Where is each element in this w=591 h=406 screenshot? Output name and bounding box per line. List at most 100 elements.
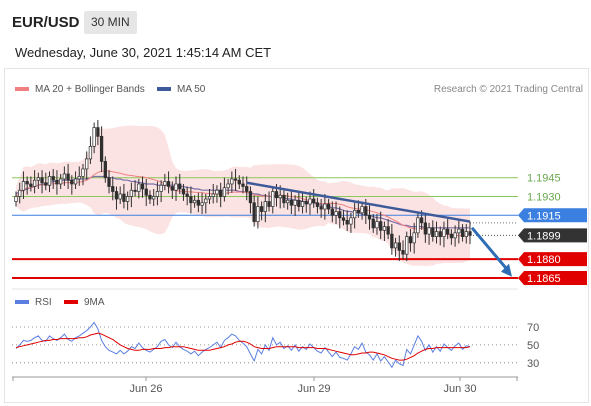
- candle-body: [200, 202, 204, 206]
- candle-body: [36, 177, 40, 181]
- candle-body: [185, 193, 189, 197]
- candle-body: [99, 135, 104, 162]
- candle-body: [312, 198, 316, 204]
- candle-body: [323, 203, 327, 210]
- legend-ma50-label: MA 50: [177, 84, 206, 95]
- rsi-tick-label: 30: [527, 358, 539, 370]
- candle-body: [233, 178, 238, 181]
- candle-body: [464, 231, 468, 237]
- candle-body: [446, 228, 450, 235]
- candle-body: [237, 179, 241, 185]
- candle-body: [457, 228, 461, 234]
- candle-body: [263, 201, 267, 212]
- rsi-tick-label: 70: [527, 322, 539, 334]
- candle-body: [416, 217, 420, 234]
- level-label-1.1899: 1.1899: [518, 228, 587, 243]
- legend-ma50: MA 50: [157, 84, 205, 95]
- candle-body: [289, 199, 294, 206]
- level-label-1.1865: 1.1865: [518, 270, 587, 285]
- legend-ma9-label: 9MA: [84, 297, 105, 308]
- candle-body: [189, 196, 193, 204]
- candle-body: [367, 214, 372, 220]
- chart-datetime: Wednesday, June 30, 2021 1:45:14 AM CET: [15, 45, 272, 60]
- candle-body: [386, 226, 390, 235]
- candle-body: [196, 199, 200, 206]
- candle-body: [245, 186, 249, 192]
- level-label-1.1945: 1.1945: [527, 173, 561, 185]
- candle-body: [341, 217, 346, 221]
- bollinger-band: [16, 125, 470, 267]
- candle-body: [55, 179, 59, 185]
- legend-ma20: MA 20 + Bollinger Bands: [15, 84, 145, 95]
- candle-body: [174, 183, 178, 191]
- candle-body: [405, 236, 409, 255]
- candle-body: [356, 209, 361, 214]
- candle-body: [393, 242, 398, 249]
- x-tick-label: Jun 29: [297, 383, 330, 395]
- candle-body: [118, 193, 122, 200]
- candle-body: [129, 189, 134, 197]
- level-tag-text: 1.1930: [527, 192, 561, 204]
- candle-body: [419, 217, 424, 224]
- candle-body: [338, 211, 342, 219]
- level-tag-bg: [518, 228, 587, 243]
- candle-body: [427, 227, 431, 235]
- candle-body: [371, 218, 375, 229]
- candle-body: [215, 189, 219, 195]
- candle-body: [137, 183, 141, 192]
- ma20-swatch: [15, 87, 29, 92]
- level-tag-bg: [518, 270, 587, 285]
- candle-body: [423, 222, 427, 235]
- candle-body: [148, 194, 152, 200]
- candle-body: [468, 231, 472, 236]
- candles-group: [14, 120, 472, 262]
- candle-body: [326, 203, 331, 210]
- candle-body: [181, 188, 186, 195]
- level-tag-text: 1.1865: [527, 273, 561, 285]
- candle-body: [308, 198, 312, 205]
- candle-body: [300, 201, 305, 207]
- candle-body: [70, 179, 74, 185]
- legend-rsi: RSI: [15, 297, 52, 308]
- candle-body: [204, 198, 208, 204]
- chart-frame: [4, 68, 589, 403]
- candle-body: [304, 201, 308, 205]
- legend-rsi-label: RSI: [35, 297, 52, 308]
- candle-body: [226, 183, 230, 189]
- research-credit: Research © 2021 Trading Central: [433, 84, 583, 95]
- timeframe-badge[interactable]: 30 MIN: [84, 11, 137, 34]
- level-label-1.1915: 1.1915: [518, 208, 587, 223]
- candle-body: [382, 226, 387, 231]
- candle-body: [32, 179, 37, 187]
- candle-body: [271, 191, 275, 207]
- candle-body: [40, 177, 44, 184]
- candle-body: [460, 228, 465, 237]
- candle-body: [397, 242, 401, 251]
- ma9-swatch: [64, 300, 78, 305]
- candle-body: [449, 233, 454, 239]
- candle-body: [211, 193, 215, 197]
- candle-body: [92, 127, 96, 147]
- candle-body: [155, 191, 160, 197]
- legend-ma9: 9MA: [64, 297, 105, 308]
- candle-body: [408, 236, 413, 244]
- candle-body: [345, 219, 349, 225]
- candle-body: [73, 178, 78, 185]
- candle-body: [267, 201, 271, 207]
- candle-body: [21, 181, 26, 191]
- level-tag-text: 1.1880: [527, 254, 561, 266]
- candle-body: [401, 250, 405, 255]
- candle-body: [207, 196, 212, 200]
- candle-body: [170, 186, 174, 191]
- candle-body: [390, 233, 394, 249]
- candle-body: [330, 208, 334, 216]
- legend-ma20-label: MA 20 + Bollinger Bands: [35, 84, 145, 95]
- level-tag-text: 1.1915: [527, 210, 561, 222]
- rsi-tick-label: 50: [527, 340, 539, 352]
- candle-body: [81, 168, 85, 177]
- candle-body: [152, 196, 156, 200]
- level-tag-bg: [518, 252, 587, 267]
- candle-body: [51, 176, 55, 181]
- candle-body: [107, 177, 111, 187]
- candle-body: [349, 217, 353, 225]
